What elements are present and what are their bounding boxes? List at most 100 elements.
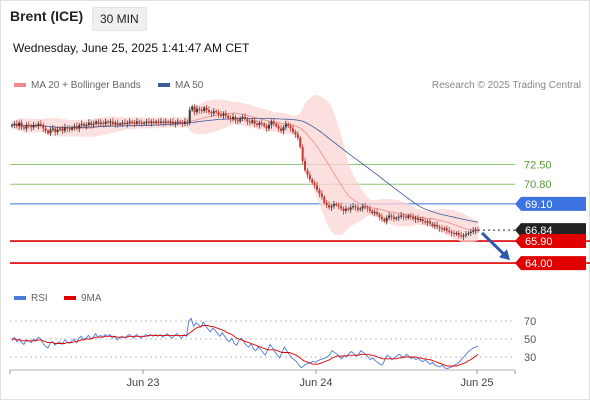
level-label-1: 70.80: [524, 179, 552, 191]
candle-body: [354, 206, 357, 208]
candle-body: [39, 123, 42, 126]
candle-body: [73, 126, 76, 128]
candle-body: [318, 190, 321, 194]
candle-body: [342, 208, 345, 211]
candle-body: [419, 219, 422, 221]
candle-body: [37, 123, 40, 127]
candle-body: [234, 116, 237, 121]
candle-body: [284, 123, 287, 128]
candle-body: [325, 202, 328, 206]
candle-body: [23, 127, 26, 129]
candle-body: [219, 114, 222, 116]
candle-body: [270, 121, 273, 126]
legend-rsi: RSI: [14, 293, 48, 304]
candle-body: [253, 120, 256, 124]
candle-body: [428, 221, 431, 224]
candle-body: [251, 120, 254, 123]
candle-body: [340, 206, 343, 209]
candle-body: [231, 116, 234, 120]
candle-body: [133, 122, 136, 124]
legend-ma20-label: MA 20 + Bollinger Bands: [31, 80, 141, 91]
candle-body: [121, 122, 124, 124]
candle-body: [280, 128, 283, 131]
candle-body: [126, 122, 129, 124]
candle-body: [424, 221, 427, 223]
candle-body: [61, 128, 64, 131]
legend-ma20-swatch: [14, 83, 26, 88]
candle-body: [313, 183, 316, 186]
candle-body: [246, 119, 249, 122]
candle-body: [66, 127, 69, 129]
interval-button[interactable]: 30 MIN: [92, 7, 147, 31]
candle-body: [210, 112, 213, 114]
candle-body: [13, 123, 16, 126]
candle-body: [380, 216, 383, 220]
candle-body: [49, 129, 52, 134]
candle-body: [186, 121, 189, 123]
candle-body: [347, 208, 350, 210]
candle-body: [244, 116, 246, 120]
candle-body: [63, 127, 66, 131]
candle-body: [25, 125, 28, 129]
candle-body: [155, 121, 158, 123]
candle-body: [469, 231, 472, 233]
candle-body: [215, 111, 218, 113]
candle-body: [395, 217, 398, 220]
candle-body: [277, 126, 280, 129]
level-label-0: 72.50: [524, 159, 552, 171]
candle-body: [135, 121, 138, 124]
candle-body: [104, 121, 107, 124]
candle-body: [376, 212, 379, 215]
candle-body: [123, 122, 126, 124]
candle-body: [20, 122, 23, 128]
candle-body: [171, 121, 174, 124]
candle-body: [30, 126, 33, 128]
bollinger-band: [12, 95, 478, 243]
candle-body: [162, 121, 165, 123]
candle-body: [188, 109, 191, 123]
candle-body: [337, 205, 340, 207]
candle-body: [107, 121, 110, 123]
candle-body: [174, 122, 177, 124]
candle-body: [68, 128, 71, 130]
candle-body: [150, 121, 153, 123]
candle-body: [323, 196, 326, 203]
candle-body: [416, 217, 419, 221]
candle-body: [217, 112, 220, 115]
x-tick-label-1: Jun 24: [299, 377, 332, 389]
candle-body: [352, 206, 355, 208]
candle-body: [78, 125, 81, 129]
candle-body: [409, 215, 412, 217]
rsi-line: [11, 317, 479, 370]
candle-body: [114, 122, 117, 124]
candle-body: [145, 121, 148, 123]
candle-body: [102, 122, 105, 124]
candle-body: [179, 121, 182, 123]
candle-body: [227, 115, 230, 119]
candle-body: [167, 121, 170, 123]
candle-body: [385, 217, 388, 222]
legend-rsi-ma-label: 9MA: [81, 293, 102, 304]
candle-body: [464, 234, 467, 236]
legend-rsi-ma-swatch: [64, 296, 76, 301]
rsi-ma-line: [12, 325, 479, 367]
candle-body: [292, 128, 295, 132]
candle-body: [373, 212, 376, 214]
candle-body: [260, 122, 263, 124]
candle-body: [236, 120, 239, 122]
candle-body: [229, 118, 232, 120]
candle-body: [95, 121, 98, 124]
candle-body: [44, 128, 47, 131]
candle-body: [460, 235, 463, 237]
candle-body: [195, 108, 198, 113]
candle-body: [412, 216, 415, 220]
candle-body: [99, 122, 102, 124]
candle-body: [436, 224, 439, 228]
candle-body: [311, 179, 314, 184]
candle-body: [294, 131, 297, 135]
level-label-2: 69.10: [525, 199, 553, 211]
candle-body: [272, 121, 275, 124]
candle-body: [404, 216, 407, 218]
candle-body: [85, 125, 88, 127]
